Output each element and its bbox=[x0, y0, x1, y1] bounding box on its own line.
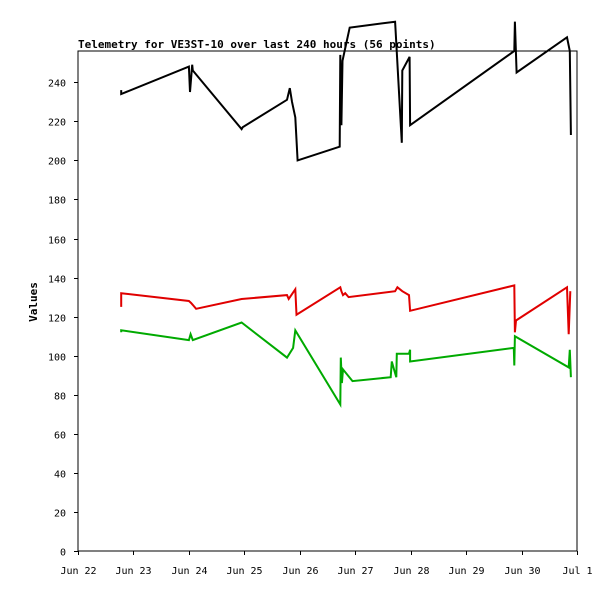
x-tick-label: Jul 1 bbox=[562, 566, 592, 577]
y-tick-label: 140 bbox=[48, 275, 66, 286]
x-tick-label: Jun 26 bbox=[282, 566, 318, 577]
series-line-2 bbox=[120, 284, 572, 335]
y-tick-label: 60 bbox=[54, 431, 66, 442]
x-tick-label: Jun 29 bbox=[448, 566, 484, 577]
series-line-3 bbox=[120, 321, 572, 409]
y-tick-label: 40 bbox=[54, 470, 66, 481]
y-tick-label: 180 bbox=[48, 196, 66, 207]
chart-axes: 0 20 40 60 80 100 120 140 160 180 200 220 240 Jun 22 J… bbox=[48, 50, 593, 577]
y-tick-label: 20 bbox=[54, 509, 66, 520]
series-layer bbox=[120, 20, 572, 409]
plot-frame bbox=[77, 50, 578, 552]
x-tick-label: Jun 22 bbox=[60, 566, 96, 577]
chart-title: Telemetry for VE3ST-10 over last 240 hou… bbox=[78, 38, 436, 51]
y-tick-label: 220 bbox=[48, 118, 66, 129]
y-tick-label: 120 bbox=[48, 314, 66, 325]
x-tick-label: Jun 24 bbox=[171, 566, 207, 577]
x-tick-label: Jun 27 bbox=[337, 566, 373, 577]
x-tick-label: Jun 23 bbox=[115, 566, 151, 577]
y-tick-label: 100 bbox=[48, 353, 66, 364]
y-tick-label: 0 bbox=[60, 548, 66, 559]
y-tick-label: 200 bbox=[48, 157, 66, 168]
x-tick-label: Jun 28 bbox=[393, 566, 429, 577]
y-tick-label: 240 bbox=[48, 79, 66, 90]
x-tick-label: Jun 30 bbox=[504, 566, 540, 577]
series-line-1 bbox=[120, 20, 572, 162]
x-tick-label: Jun 25 bbox=[226, 566, 262, 577]
y-axis-label: Values bbox=[27, 282, 40, 322]
y-tick-label: 80 bbox=[54, 392, 66, 403]
y-tick-label: 160 bbox=[48, 236, 66, 247]
